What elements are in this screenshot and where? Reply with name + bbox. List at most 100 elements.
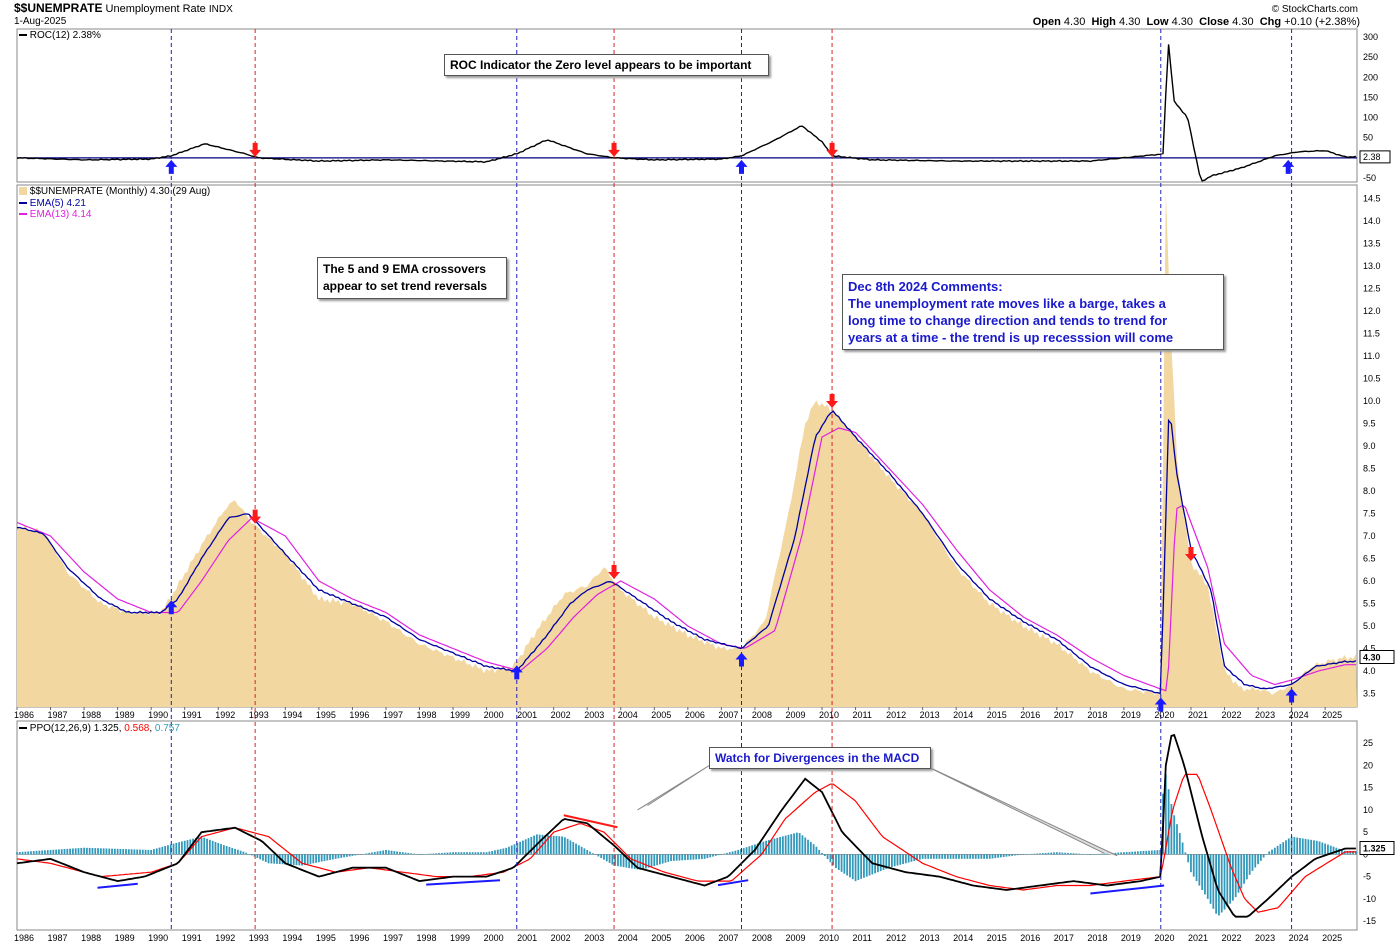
roc-ytick-label: 50 — [1363, 133, 1373, 143]
ppo-histogram-bar — [77, 848, 80, 855]
price-xtick-label: 2014 — [953, 710, 973, 720]
ppo-histogram-bar — [695, 854, 698, 860]
ppo-histogram-bar — [829, 854, 832, 863]
ppo-histogram-bar — [547, 835, 549, 855]
ppo-histogram-bar — [997, 854, 1000, 858]
ppo-histogram-bar — [1150, 850, 1153, 855]
ppo-xtick-label: 1990 — [148, 933, 168, 943]
ppo-histogram-bar — [1122, 852, 1125, 855]
ppo-histogram-bar — [854, 854, 857, 882]
ppo-xtick-label: 1997 — [383, 933, 403, 943]
ppo-histogram-bar — [113, 848, 116, 855]
divergence-line — [563, 814, 618, 829]
ppo-histogram-bar — [751, 845, 754, 855]
ppo-histogram-bar — [1164, 774, 1167, 855]
ppo-histogram-bar — [1013, 854, 1016, 856]
ppo-histogram-bar — [228, 846, 231, 855]
ppo-histogram-bar — [734, 850, 737, 855]
ppo-histogram-bar — [1008, 854, 1011, 857]
roc-legend: ROC(12) 2.38% — [19, 30, 101, 41]
ppo-histogram-bar — [1176, 824, 1178, 855]
ppo-histogram-bar — [611, 854, 614, 865]
macd-note-pointer — [637, 764, 711, 811]
ppo-ytick-label: 25 — [1363, 738, 1373, 748]
ppo-histogram-bar — [496, 849, 499, 855]
ppo-histogram-bar — [466, 852, 468, 855]
dec-comments-note: Dec 8th 2024 Comments: The unemployment … — [842, 274, 1224, 350]
ppo-histogram-bar — [262, 854, 264, 861]
roc-up-arrow — [165, 159, 178, 174]
ppo-histogram-bar — [1304, 838, 1307, 855]
ppo-histogram-bar — [273, 854, 276, 864]
ppo-histogram-bar — [1237, 854, 1240, 893]
ppo-histogram-bar — [35, 850, 38, 855]
ppo-histogram-bar — [468, 852, 471, 855]
close-value: 4.30 — [1232, 16, 1254, 28]
ppo-histogram-bar — [809, 841, 812, 855]
ppo-histogram-bar — [538, 834, 541, 855]
panel-frames — [16, 28, 1358, 931]
price-xtick-label: 1999 — [450, 710, 470, 720]
ppo-histogram-bar — [566, 838, 569, 855]
ppo-histogram-bar — [60, 849, 63, 855]
ppo-xtick-label: 2010 — [819, 933, 839, 943]
ppo-histogram-bar — [1318, 841, 1321, 855]
ppo-histogram-bar — [407, 852, 410, 855]
ppo-histogram-bar — [211, 840, 214, 855]
ema5-swatch — [19, 202, 27, 205]
ema-note: The 5 and 9 EMA crossovers appear to set… — [317, 257, 507, 299]
ppo-histogram-bar — [167, 845, 169, 855]
ppo-histogram-bar — [494, 850, 496, 855]
ppo-histogram-bar — [804, 837, 807, 855]
ppo-histogram-bar — [30, 851, 32, 855]
ppo-xtick-label: 2012 — [886, 933, 906, 943]
ppo-histogram-bar — [432, 853, 435, 855]
ppo-histogram-bar — [452, 852, 454, 855]
ppo-histogram-bar — [343, 854, 345, 858]
ppo-histogram-bar — [963, 854, 966, 859]
ppo-histogram-bar — [969, 854, 972, 859]
ppo-histogram-bar — [1299, 838, 1301, 855]
ppo-histogram-bar — [175, 842, 178, 855]
ppo-histogram-bar — [357, 854, 359, 855]
dec-note-line-3: years at a time - the trend is up recess… — [848, 330, 1174, 345]
ppo-histogram-bar — [980, 854, 983, 859]
ppo-xtick-label: 2007 — [718, 933, 738, 943]
ppo-xtick-label: 1986 — [14, 933, 34, 943]
price-ytick-label: 5.5 — [1363, 599, 1376, 609]
ppo-ytick-label: 20 — [1363, 760, 1373, 770]
ppo-histogram-bar — [513, 844, 516, 855]
ppo-xtick-label: 2011 — [853, 933, 872, 943]
ppo-histogram-bar — [390, 850, 393, 855]
ppo-histogram-bar — [136, 849, 139, 855]
price-last-value: 4.30 — [1363, 653, 1381, 663]
price-xtick-label: 1998 — [417, 710, 437, 720]
ppo-histogram-bar — [250, 854, 253, 856]
ppo-histogram-bar — [264, 854, 267, 862]
ppo-histogram-bar — [1016, 854, 1019, 856]
ppo-xtick-label: 1988 — [81, 933, 101, 943]
ppo-histogram-bar — [781, 836, 784, 855]
ppo-histogram-bar — [745, 847, 748, 855]
ppo-histogram-bar — [194, 838, 197, 855]
ppo-histogram-bar — [904, 854, 907, 864]
ppo-histogram-bar — [234, 848, 236, 855]
ppo-histogram-bar — [689, 854, 692, 860]
ppo-histogram-bar — [55, 849, 58, 855]
price-ytick-label: 3.5 — [1363, 689, 1376, 699]
price-xtick-label: 1990 — [148, 710, 168, 720]
ppo-histogram-bar — [1220, 854, 1223, 913]
ppo-histogram-bar — [1231, 854, 1234, 901]
ppo-histogram-bar — [879, 854, 882, 872]
price-xtick-label: 2025 — [1322, 710, 1342, 720]
ppo-histogram-bar — [714, 854, 717, 856]
price-xtick-label: 2002 — [551, 710, 571, 720]
ppo-histogram-bar — [421, 854, 424, 855]
ppo-histogram-bar — [1265, 854, 1268, 855]
ppo-histogram-bar — [164, 845, 167, 855]
price-xtick-label: 2022 — [1222, 710, 1242, 720]
ppo-histogram-bar — [544, 835, 547, 855]
roc-down-arrow — [826, 142, 839, 157]
ppo-histogram-bar — [779, 837, 781, 855]
price-ytick-label: 14.0 — [1363, 216, 1381, 226]
